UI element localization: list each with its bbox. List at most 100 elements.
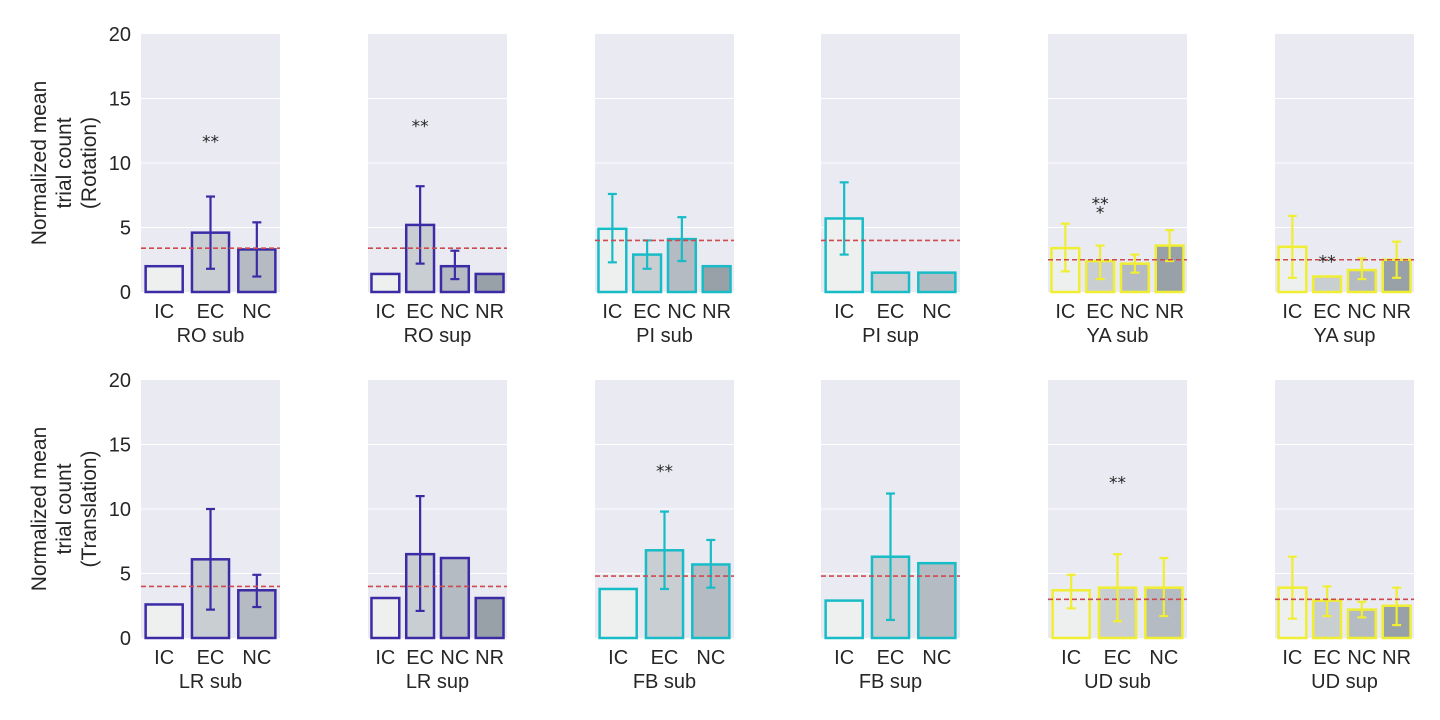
significance-marker: ** [412,117,429,137]
y-tick-label: 10 [109,499,131,521]
x-tick-label: NR [475,301,504,323]
x-tick-label: EC [197,301,225,323]
x-tick-label: NR [1382,647,1411,669]
x-tick-label: IC [1061,647,1081,669]
y-tick-label: 10 [109,153,131,175]
x-tick-label: NC [1347,647,1376,669]
bar-nc [1119,262,1151,294]
x-tick-label: IC [834,647,854,669]
x-tick-label: NC [922,301,951,323]
bar-nr [701,264,732,294]
x-tick-label: IC [1282,301,1302,323]
y-axis-label: Normalized mean trial count (Rotation) [28,81,101,246]
y-tick-label: 15 [109,435,131,457]
x-tick-label: EC [197,647,225,669]
x-tick-label: IC [154,301,174,323]
x-tick-label: NC [242,647,271,669]
panel-label: FB sup [859,671,922,693]
x-tick-label: EC [406,647,434,669]
x-tick-label: EC [633,301,661,323]
panel-ya-sup: ** IC EC NC NR YA sup [1275,34,1414,347]
y-axis-label-line: Normalized mean [28,427,51,592]
x-tick-label: NC [242,301,271,323]
bar-nc [917,271,957,294]
y-tick-label: 0 [120,282,131,304]
y-axis-label-line: trial count [53,117,76,208]
x-tick-label: NR [1155,301,1184,323]
x-tick-label: NC [1149,647,1178,669]
x-tick-label: EC [651,647,679,669]
significance-marker: * [1096,203,1105,223]
x-tick-label: IC [602,301,622,323]
panel-label: PI sub [636,325,693,347]
bar-nc [439,556,471,640]
x-tick-label: IC [1282,647,1302,669]
bar-ec [870,271,911,294]
y-axis-label-line: trial count [53,463,76,554]
bar-ic [824,599,864,640]
bar-nr [474,272,505,294]
significance-marker: ** [1319,252,1336,272]
panel-label: YA sub [1087,325,1149,347]
significance-marker: ** [202,133,219,153]
panel-label: PI sup [862,325,919,347]
significance-marker: ** [656,462,673,482]
significance-marker: ** [1092,194,1109,214]
x-tick-label: NC [440,301,469,323]
y-tick-label: 5 [120,564,131,586]
y-axis-label: Normalized mean trial count (Translation) [28,427,101,592]
significance-marker: ** [1109,473,1126,493]
x-tick-label: IC [375,647,395,669]
y-tick-label: 20 [109,370,131,392]
bar-nc [917,561,957,640]
bar-ic [144,264,184,294]
x-tick-label: NC [440,647,469,669]
panel-label: RO sub [177,325,245,347]
x-tick-label: NC [1120,301,1149,323]
panel-lr-sup: IC EC NC NR LR sup [368,380,507,693]
x-tick-label: NC [922,647,951,669]
panel-label: LR sup [406,671,469,693]
panel-label: UD sup [1311,671,1378,693]
bar-ic [370,596,401,640]
panel-pi-sub: IC EC NC NR PI sub [595,34,734,347]
x-tick-label: NR [475,647,504,669]
panel-label: RO sup [404,325,472,347]
bar-ic [144,603,184,640]
y-tick-label: 20 [109,24,131,46]
bar-ic [370,272,401,294]
x-tick-label: EC [877,647,905,669]
panel-label: UD sub [1084,671,1151,693]
x-tick-label: EC [1313,647,1341,669]
y-tick-label: 0 [120,628,131,650]
x-tick-label: EC [1086,301,1114,323]
x-tick-label: NR [702,301,731,323]
x-tick-label: EC [877,301,905,323]
x-tick-label: IC [834,301,854,323]
bar-nr [474,596,505,640]
y-tick-label: 15 [109,89,131,111]
x-tick-label: EC [406,301,434,323]
panel-label: LR sub [179,671,242,693]
x-tick-label: EC [1313,301,1341,323]
x-tick-label: IC [1055,301,1075,323]
panel-label: YA sup [1314,325,1376,347]
y-tick-label: 5 [120,218,131,240]
panel-label: FB sub [633,671,696,693]
x-tick-label: EC [1104,647,1132,669]
x-tick-label: IC [154,647,174,669]
x-tick-label: NC [696,647,725,669]
x-tick-label: IC [375,301,395,323]
y-axis-label-line: (Translation) [78,450,101,567]
y-axis-label-line: Normalized mean [28,81,51,246]
y-axis-label-line: (Rotation) [78,117,101,209]
